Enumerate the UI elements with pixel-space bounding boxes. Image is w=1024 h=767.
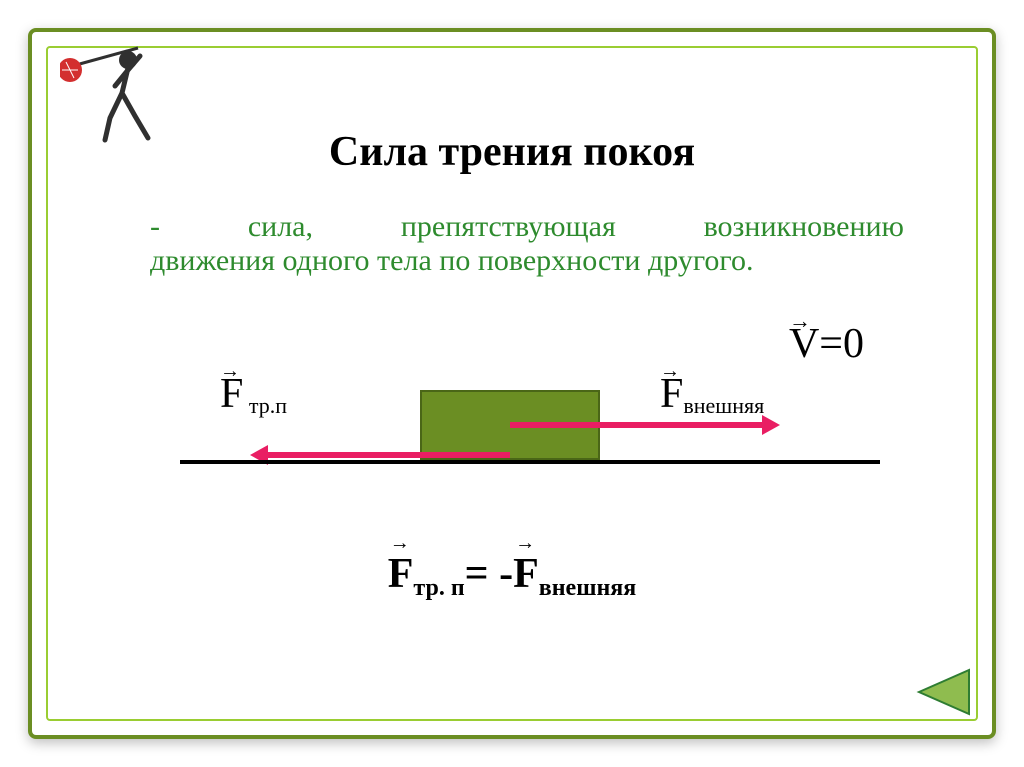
def-gap [616,210,704,244]
external-force-arrow [510,420,780,430]
friction-force-arrow [250,450,510,460]
def-gap [160,210,248,244]
ground-line [180,460,880,464]
def-w1: сила, [248,210,313,244]
eq-f1-sub: тр. п [413,575,464,601]
definition-line-1: - сила, препятствующая возникновению [150,210,904,244]
external-force-label: → Fвнешняя [660,370,764,418]
velocity-label: → V=0 [789,320,864,368]
def-w2: препятствующая [401,210,616,244]
def-dash: - [150,210,160,244]
eq-f1: F [388,550,414,598]
def-gap [313,210,401,244]
f-right-sub: внешняя [683,393,764,418]
slide: Сила трения покоя - сила, препятствующая… [0,0,1024,767]
equation: Fтр. п= -Fвнешняя [0,550,1024,598]
eq-f2: F [513,550,539,598]
friction-force-label: → F тр.п [220,370,287,418]
force-diagram: → V=0 → F тр.п → Fвнешняя [100,320,924,520]
vector-arrow-icon: → [220,360,240,383]
definition-line-2: движения одного тела по поверхности друг… [150,244,904,278]
eq-equals: = - [465,551,513,597]
arrow-shaft [264,452,510,458]
definition-text: - сила, препятствующая возникновению дви… [150,210,904,278]
arrow-head-icon [762,415,780,435]
vector-arrow-icon: → [789,308,809,334]
triangle-left-icon [919,670,969,714]
f-left-sub: тр.п [243,393,287,418]
vector-arrow-icon: → [660,360,680,383]
def-w3: возникновению [704,210,904,244]
arrow-shaft [510,422,766,428]
eq-f2-sub: внешняя [539,575,637,601]
nav-back-button[interactable] [914,667,974,717]
slide-title: Сила трения покоя [0,128,1024,176]
